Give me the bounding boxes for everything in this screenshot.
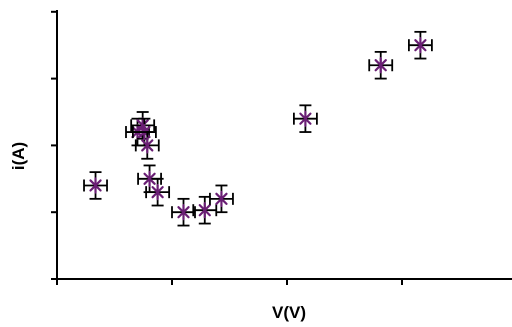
- data-point: [171, 197, 196, 227]
- asterisk-marker: [151, 184, 164, 201]
- data-points: [83, 30, 433, 227]
- data-point: [209, 184, 234, 214]
- asterisk-marker: [143, 170, 156, 187]
- axes: [51, 10, 512, 285]
- asterisk-marker: [141, 137, 154, 154]
- data-point: [134, 131, 160, 160]
- y-axis-title: i(A): [9, 142, 28, 170]
- asterisk-marker: [215, 190, 228, 207]
- x-axis-title: V(V): [272, 303, 306, 322]
- asterisk-marker: [89, 177, 102, 194]
- asterisk-marker: [414, 37, 427, 54]
- data-point: [292, 104, 318, 133]
- asterisk-marker: [374, 57, 387, 74]
- data-point: [83, 171, 108, 200]
- asterisk-marker: [299, 110, 312, 127]
- asterisk-marker: [177, 204, 190, 221]
- asterisk-marker: [198, 202, 211, 219]
- data-point: [407, 30, 433, 60]
- data-point: [145, 177, 171, 207]
- data-point: [368, 50, 394, 80]
- data-point: [192, 195, 218, 225]
